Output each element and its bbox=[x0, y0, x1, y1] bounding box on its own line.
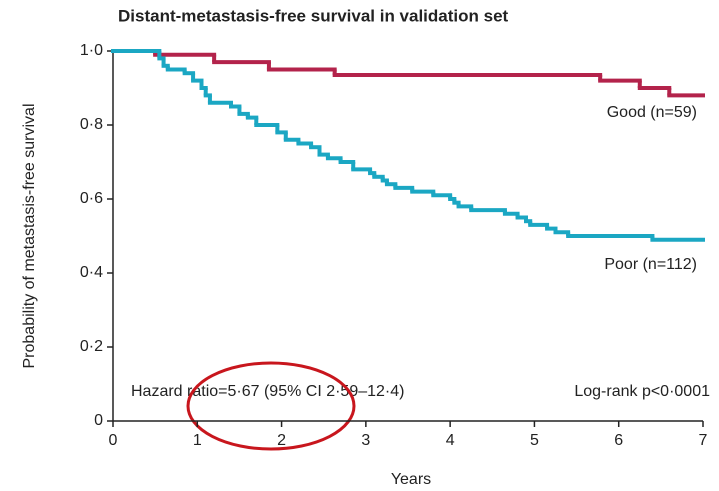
chart-title: Distant-metastasis-free survival in vali… bbox=[118, 6, 509, 25]
highlight-ellipse bbox=[186, 361, 356, 451]
y-tick-label: 0·6 bbox=[80, 190, 103, 207]
y-tick-label: 0 bbox=[94, 412, 103, 429]
x-tick-label: 2 bbox=[277, 432, 286, 449]
x-tick-label: 4 bbox=[446, 432, 455, 449]
annotation: Log-rank p<0·0001 bbox=[574, 383, 710, 400]
annotation: Hazard ratio=5·67 (95% CI 2·59–12·4) bbox=[131, 383, 404, 400]
y-tick-label: 0·4 bbox=[80, 264, 103, 281]
x-tick-label: 3 bbox=[361, 432, 370, 449]
y-tick-label: 0·2 bbox=[80, 338, 103, 355]
x-tick-label: 7 bbox=[699, 432, 708, 449]
x-tick-label: 6 bbox=[614, 432, 623, 449]
x-tick-label: 5 bbox=[530, 432, 539, 449]
series-label: Good (n=59) bbox=[607, 104, 697, 121]
y-tick-label: 0·8 bbox=[80, 116, 103, 133]
x-tick-label: 1 bbox=[193, 432, 202, 449]
y-axis-label: Probability of metastasis-free survival bbox=[21, 104, 38, 369]
x-axis-label: Years bbox=[391, 471, 431, 488]
series-label: Poor (n=112) bbox=[604, 256, 697, 273]
y-tick-label: 1·0 bbox=[80, 42, 103, 59]
x-tick-label: 0 bbox=[109, 432, 118, 449]
